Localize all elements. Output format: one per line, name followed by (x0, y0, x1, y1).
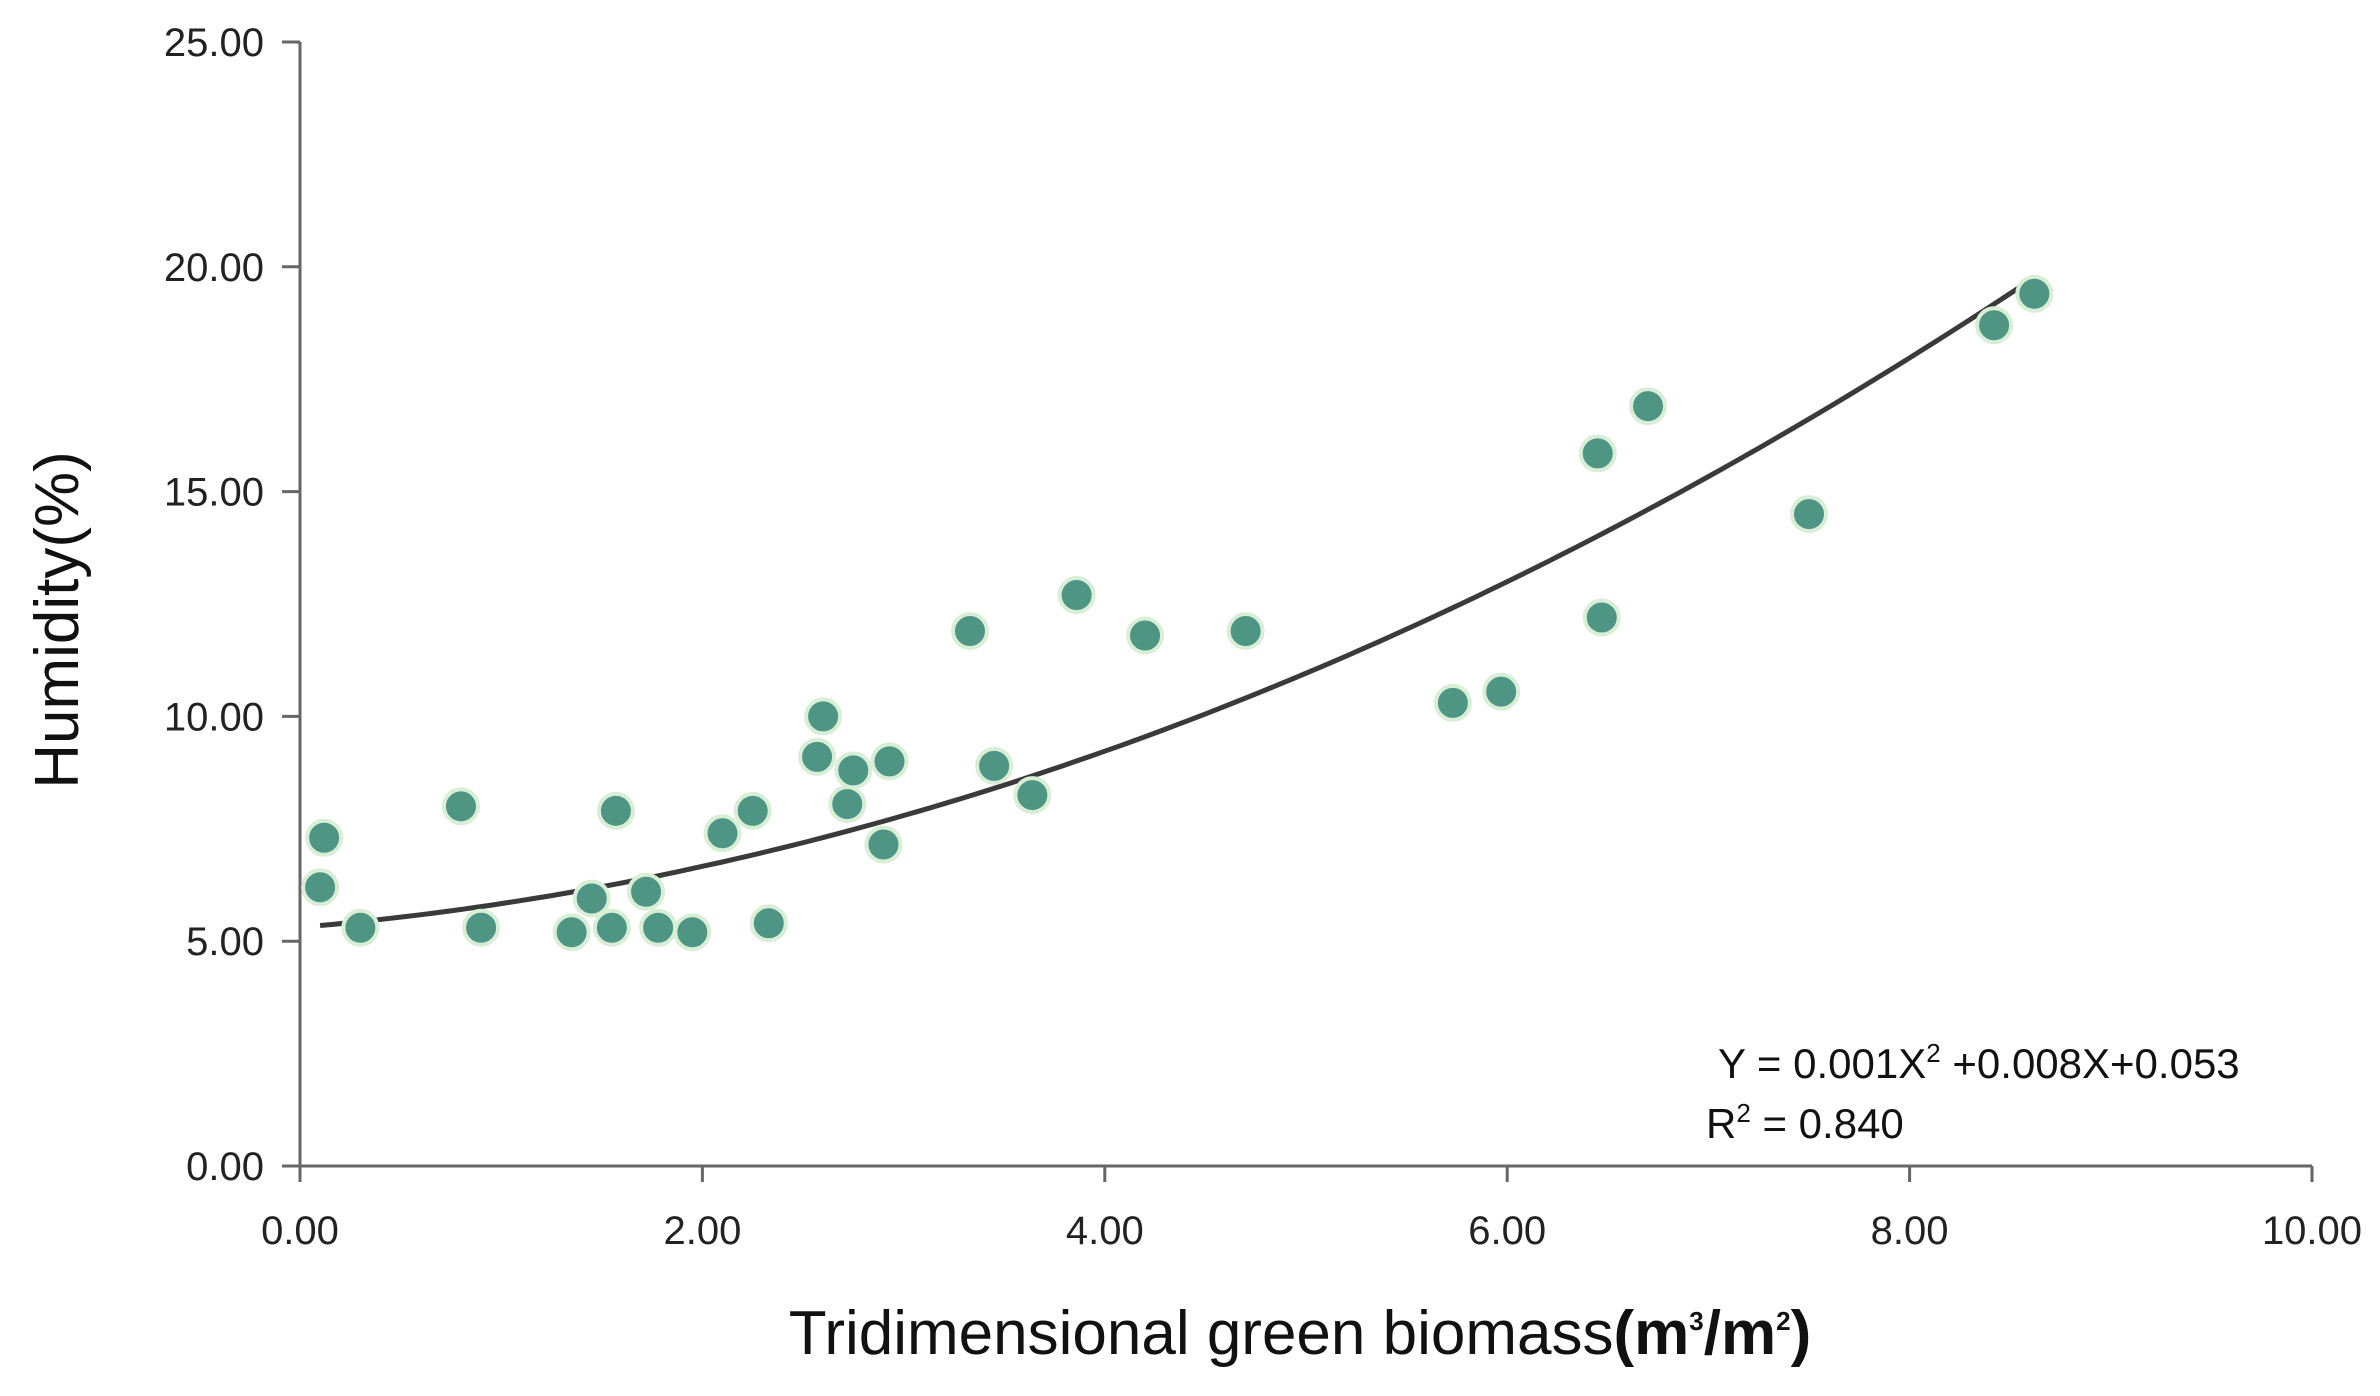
data-point (1013, 776, 1052, 815)
data-point (1629, 387, 1668, 426)
y-ticks: 0.00 5.00 10.00 15.00 20.00 25.00 (164, 21, 300, 1189)
data-point (733, 791, 772, 830)
x-axis-title: Tridimensional green biomass(m3/m2) (789, 1299, 1811, 1368)
data-point (950, 611, 989, 650)
data-point (673, 913, 712, 952)
data-point (749, 904, 788, 943)
y-axis-title: Humidity(%) (23, 451, 92, 789)
data-points (301, 274, 2054, 952)
data-point (834, 751, 873, 790)
data-point (1975, 306, 2014, 345)
y-tick-label: 10.00 (164, 695, 264, 739)
data-point (627, 872, 666, 911)
x-tick-label: 2.00 (663, 1209, 741, 1253)
y-tick-label: 15.00 (164, 471, 264, 515)
data-point (1226, 611, 1265, 650)
y-tick-label: 0.00 (186, 1145, 264, 1189)
data-point (1057, 576, 1096, 615)
data-point (1482, 672, 1521, 711)
data-point (301, 868, 340, 907)
data-point (864, 825, 903, 864)
data-point (798, 737, 837, 776)
data-point (1578, 434, 1617, 473)
axes (298, 42, 2312, 1168)
data-point (592, 908, 631, 947)
y-tick-label: 20.00 (164, 246, 264, 290)
data-point (596, 791, 635, 830)
data-point (870, 742, 909, 781)
x-tick-label: 6.00 (1468, 1209, 1546, 1253)
data-point (1126, 616, 1165, 655)
data-point (804, 697, 843, 736)
data-point (2015, 274, 2054, 313)
data-point (341, 908, 380, 947)
data-point (975, 746, 1014, 785)
data-point (1433, 683, 1472, 722)
x-tick-label: 10.00 (2262, 1209, 2362, 1253)
data-point (1790, 495, 1828, 534)
x-tick-label: 4.00 (1066, 1209, 1144, 1253)
data-point (462, 908, 501, 947)
data-point (305, 818, 344, 857)
data-point (703, 814, 742, 853)
fit-equation: Y = 0.001X2 +0.008X+0.053 (1718, 1038, 2240, 1087)
r-squared-label: R2 = 0.840 (1706, 1098, 1904, 1147)
y-tick-label: 5.00 (186, 920, 264, 964)
data-point (572, 879, 611, 918)
data-point (639, 908, 678, 947)
data-point (828, 785, 867, 824)
data-point (552, 913, 591, 952)
y-tick-label: 25.00 (164, 21, 264, 65)
x-tick-label: 8.00 (1871, 1209, 1949, 1253)
data-point (1582, 598, 1621, 637)
fit-curve (319, 275, 2036, 928)
x-tick-label: 0.00 (261, 1209, 339, 1253)
x-ticks: 0.00 2.00 4.00 6.00 8.00 10.00 (261, 1166, 2362, 1253)
data-point (441, 787, 480, 826)
